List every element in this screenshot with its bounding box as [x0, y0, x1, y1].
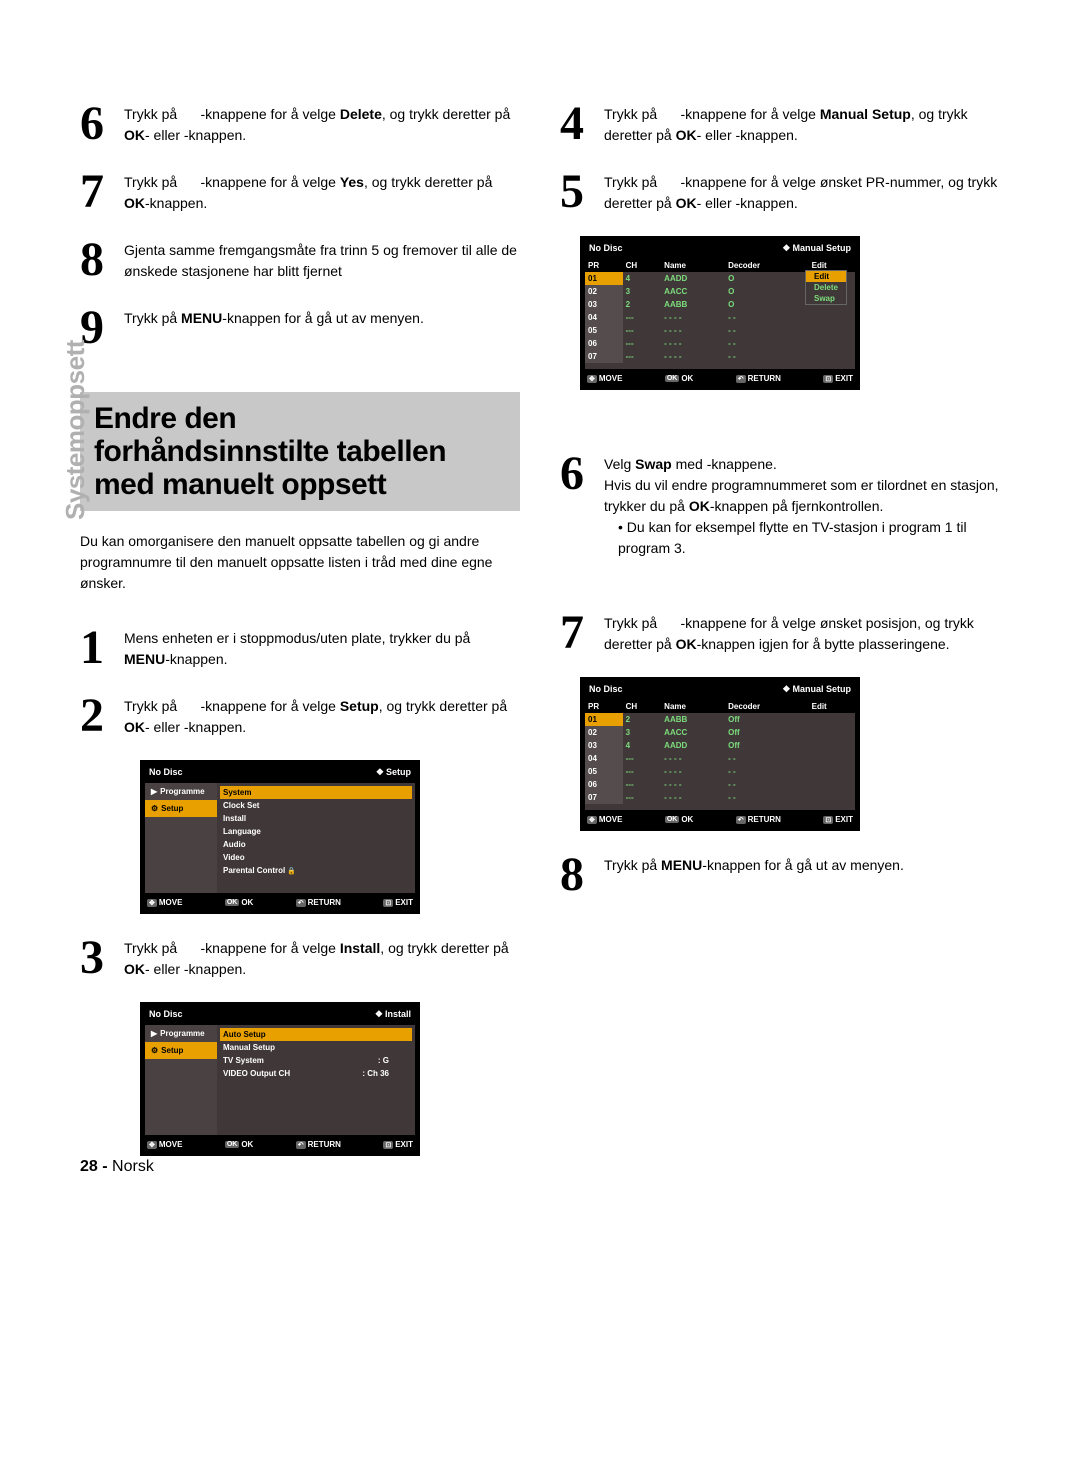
step-text: Trykk på -knappene for å velge Delete, o… — [124, 100, 520, 146]
step-number: 6 — [80, 100, 114, 148]
page: Systemoppsett 6 Trykk på -knappene for å… — [0, 0, 1080, 1236]
osd-manual-1: No DiscManual Setup PRCHNameDecoderEdit … — [580, 236, 860, 390]
osd-menu-item: Setup — [145, 800, 217, 817]
step-3: 3 Trykk på -knappene for å velge Install… — [80, 934, 520, 982]
step-5: 5 Trykk på -knappene for å velge ønsket … — [560, 168, 1000, 216]
osd-footer: ✥MOVE OKOK ↶RETURN ⊡EXIT — [145, 1138, 415, 1151]
intro-text: Du kan omorganisere den manuelt oppsatte… — [80, 531, 520, 594]
step-number: 8 — [560, 851, 594, 899]
step-8: 8 Gjenta samme fremgangsmåte fra trinn 5… — [80, 236, 520, 284]
section-heading: Endre den forhåndsinnstilte tabellen med… — [80, 392, 520, 511]
osd-option: Auto Setup — [220, 1028, 412, 1041]
step-4: 4 Trykk på -knappene for å velge Manual … — [560, 100, 1000, 148]
step-number: 7 — [560, 609, 594, 657]
step-text: Trykk på MENU-knappen for å gå ut av men… — [124, 304, 424, 329]
step-text: Trykk på -knappene for å velge Install, … — [124, 934, 520, 980]
step-text: Trykk på -knappene for å velge Manual Se… — [604, 100, 1000, 146]
osd-label: No Disc — [589, 243, 623, 254]
osd-option: Language — [220, 825, 412, 838]
osd-option: Video — [220, 851, 412, 864]
osd-option: System — [220, 786, 412, 799]
section-label: Systemoppsett — [60, 340, 91, 520]
osd-manual-2: No Disc Manual Setup PRCHNameDecoderEdit … — [580, 677, 860, 831]
step-number: 3 — [80, 934, 114, 982]
step-1: 1 Mens enheten er i stoppmodus/uten plat… — [80, 624, 520, 672]
osd-option: Clock Set — [220, 799, 412, 812]
step-7: 7 Trykk på -knappene for å velge Yes, og… — [80, 168, 520, 216]
osd-setup: No Disc Setup ▶Programme Setup System Clo… — [140, 760, 420, 914]
step-number: 2 — [80, 692, 114, 740]
step-number: 8 — [80, 236, 114, 284]
osd-option: Manual Setup — [220, 1041, 412, 1054]
step-number: 1 — [80, 624, 114, 672]
step-number: 5 — [560, 168, 594, 216]
osd-footer: ✥MOVE OKOK ↶RETURN ⊡EXIT — [145, 896, 415, 909]
osd-title: Install — [375, 1009, 411, 1020]
osd-label: No Disc — [149, 767, 183, 778]
heading-line: med manuelt oppsett — [94, 468, 506, 501]
step-text: Trykk på -knappene for å velge Yes, og t… — [124, 168, 520, 214]
page-footer: 28 - Norsk — [80, 1158, 154, 1176]
osd-title: Manual Setup — [782, 684, 851, 695]
osd-label: No Disc — [149, 1009, 183, 1020]
step-text: Velg Swap med -knappene. Hvis du vil end… — [604, 450, 1000, 559]
step-number: 7 — [80, 168, 114, 216]
step-text: Trykk på MENU-knappen for å gå ut av men… — [604, 851, 904, 876]
osd-option: TV System: G — [220, 1054, 412, 1067]
step-text: Trykk på -knappene for å velge Setup, og… — [124, 692, 520, 738]
step-8r: 8 Trykk på MENU-knappen for å gå ut av m… — [560, 851, 1000, 899]
osd-title: Setup — [376, 767, 411, 778]
left-column: 6 Trykk på -knappene for å velge Delete,… — [80, 100, 520, 1176]
step-7r: 7 Trykk på -knappene for å velge ønsket … — [560, 609, 1000, 657]
step-text: Gjenta samme fremgangsmåte fra trinn 5 o… — [124, 236, 520, 282]
step-6r: 6 Velg Swap med -knappene. Hvis du vil e… — [560, 450, 1000, 559]
osd-option: Install — [220, 812, 412, 825]
osd-option: VIDEO Output CH: Ch 36 — [220, 1067, 412, 1080]
osd-menu-item: Setup — [145, 1042, 217, 1059]
step-text: Trykk på -knappene for å velge ønsket PR… — [604, 168, 1000, 214]
osd-option: Parental Control — [220, 864, 412, 877]
osd-table: PRCHNameDecoderEdit 012AABBOff 023AACCOf… — [585, 700, 855, 804]
step-number: 4 — [560, 100, 594, 148]
step-number: 6 — [560, 450, 594, 498]
right-column: 4 Trykk på -knappene for å velge Manual … — [560, 100, 1000, 1176]
step-text: Mens enheten er i stoppmodus/uten plate,… — [124, 624, 520, 670]
heading-line: forhåndsinnstilte tabellen — [94, 435, 506, 468]
osd-menu-item: ▶Programme — [145, 1025, 217, 1042]
step-text: Trykk på -knappene for å velge ønsket po… — [604, 609, 1000, 655]
osd-option: Audio — [220, 838, 412, 851]
osd-install: No Disc Install ▶Programme Setup Auto Set… — [140, 1002, 420, 1156]
osd-label: No Disc — [589, 684, 623, 695]
osd-menu-item: ▶Programme — [145, 783, 217, 800]
heading-line: Endre den — [94, 402, 506, 435]
step-9: 9 Trykk på MENU-knappen for å gå ut av m… — [80, 304, 520, 352]
osd-title: Manual Setup — [782, 243, 851, 254]
osd-footer: ✥MOVE OKOK ↶RETURN ⊡EXIT — [585, 372, 855, 385]
step-6: 6 Trykk på -knappene for å velge Delete,… — [80, 100, 520, 148]
osd-popup: Edit Delete Swap — [805, 270, 847, 305]
step-2: 2 Trykk på -knappene for å velge Setup, … — [80, 692, 520, 740]
osd-footer: ✥MOVE OKOK ↶RETURN ⊡EXIT — [585, 813, 855, 826]
